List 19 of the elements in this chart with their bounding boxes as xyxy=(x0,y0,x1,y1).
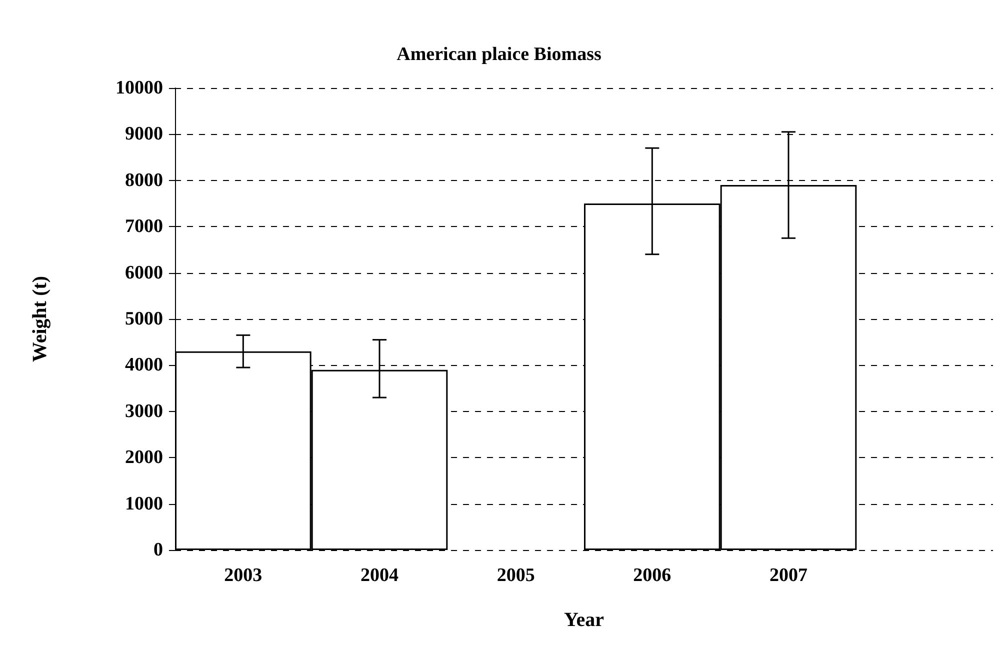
x-tick-label: 2005 xyxy=(496,565,535,586)
x-axis-title: Year xyxy=(564,609,604,631)
x-tick-label: 2006 xyxy=(633,565,672,586)
y-tick-label: 7000 xyxy=(125,216,163,238)
y-tick-label: 10000 xyxy=(116,78,163,98)
chart-title: American plaice Biomass xyxy=(396,44,602,65)
y-tick-label: 1000 xyxy=(125,493,163,514)
y-tick-label: 5000 xyxy=(125,308,163,330)
y-tick-label: 9000 xyxy=(125,124,163,145)
y-tick-label: 0 xyxy=(154,540,163,560)
y-tick-label: 3000 xyxy=(125,400,163,422)
y-axis-title: Weight (t) xyxy=(29,276,51,362)
y-tick-label: 2000 xyxy=(125,447,163,468)
y-tick-label: 8000 xyxy=(125,170,163,191)
x-tick-label: 2004 xyxy=(360,565,399,586)
x-tick-label: 2007 xyxy=(770,565,808,586)
x-tick-label: 2003 xyxy=(224,565,262,586)
y-tick-label: 6000 xyxy=(125,262,163,284)
y-tick-label: 4000 xyxy=(125,354,163,376)
